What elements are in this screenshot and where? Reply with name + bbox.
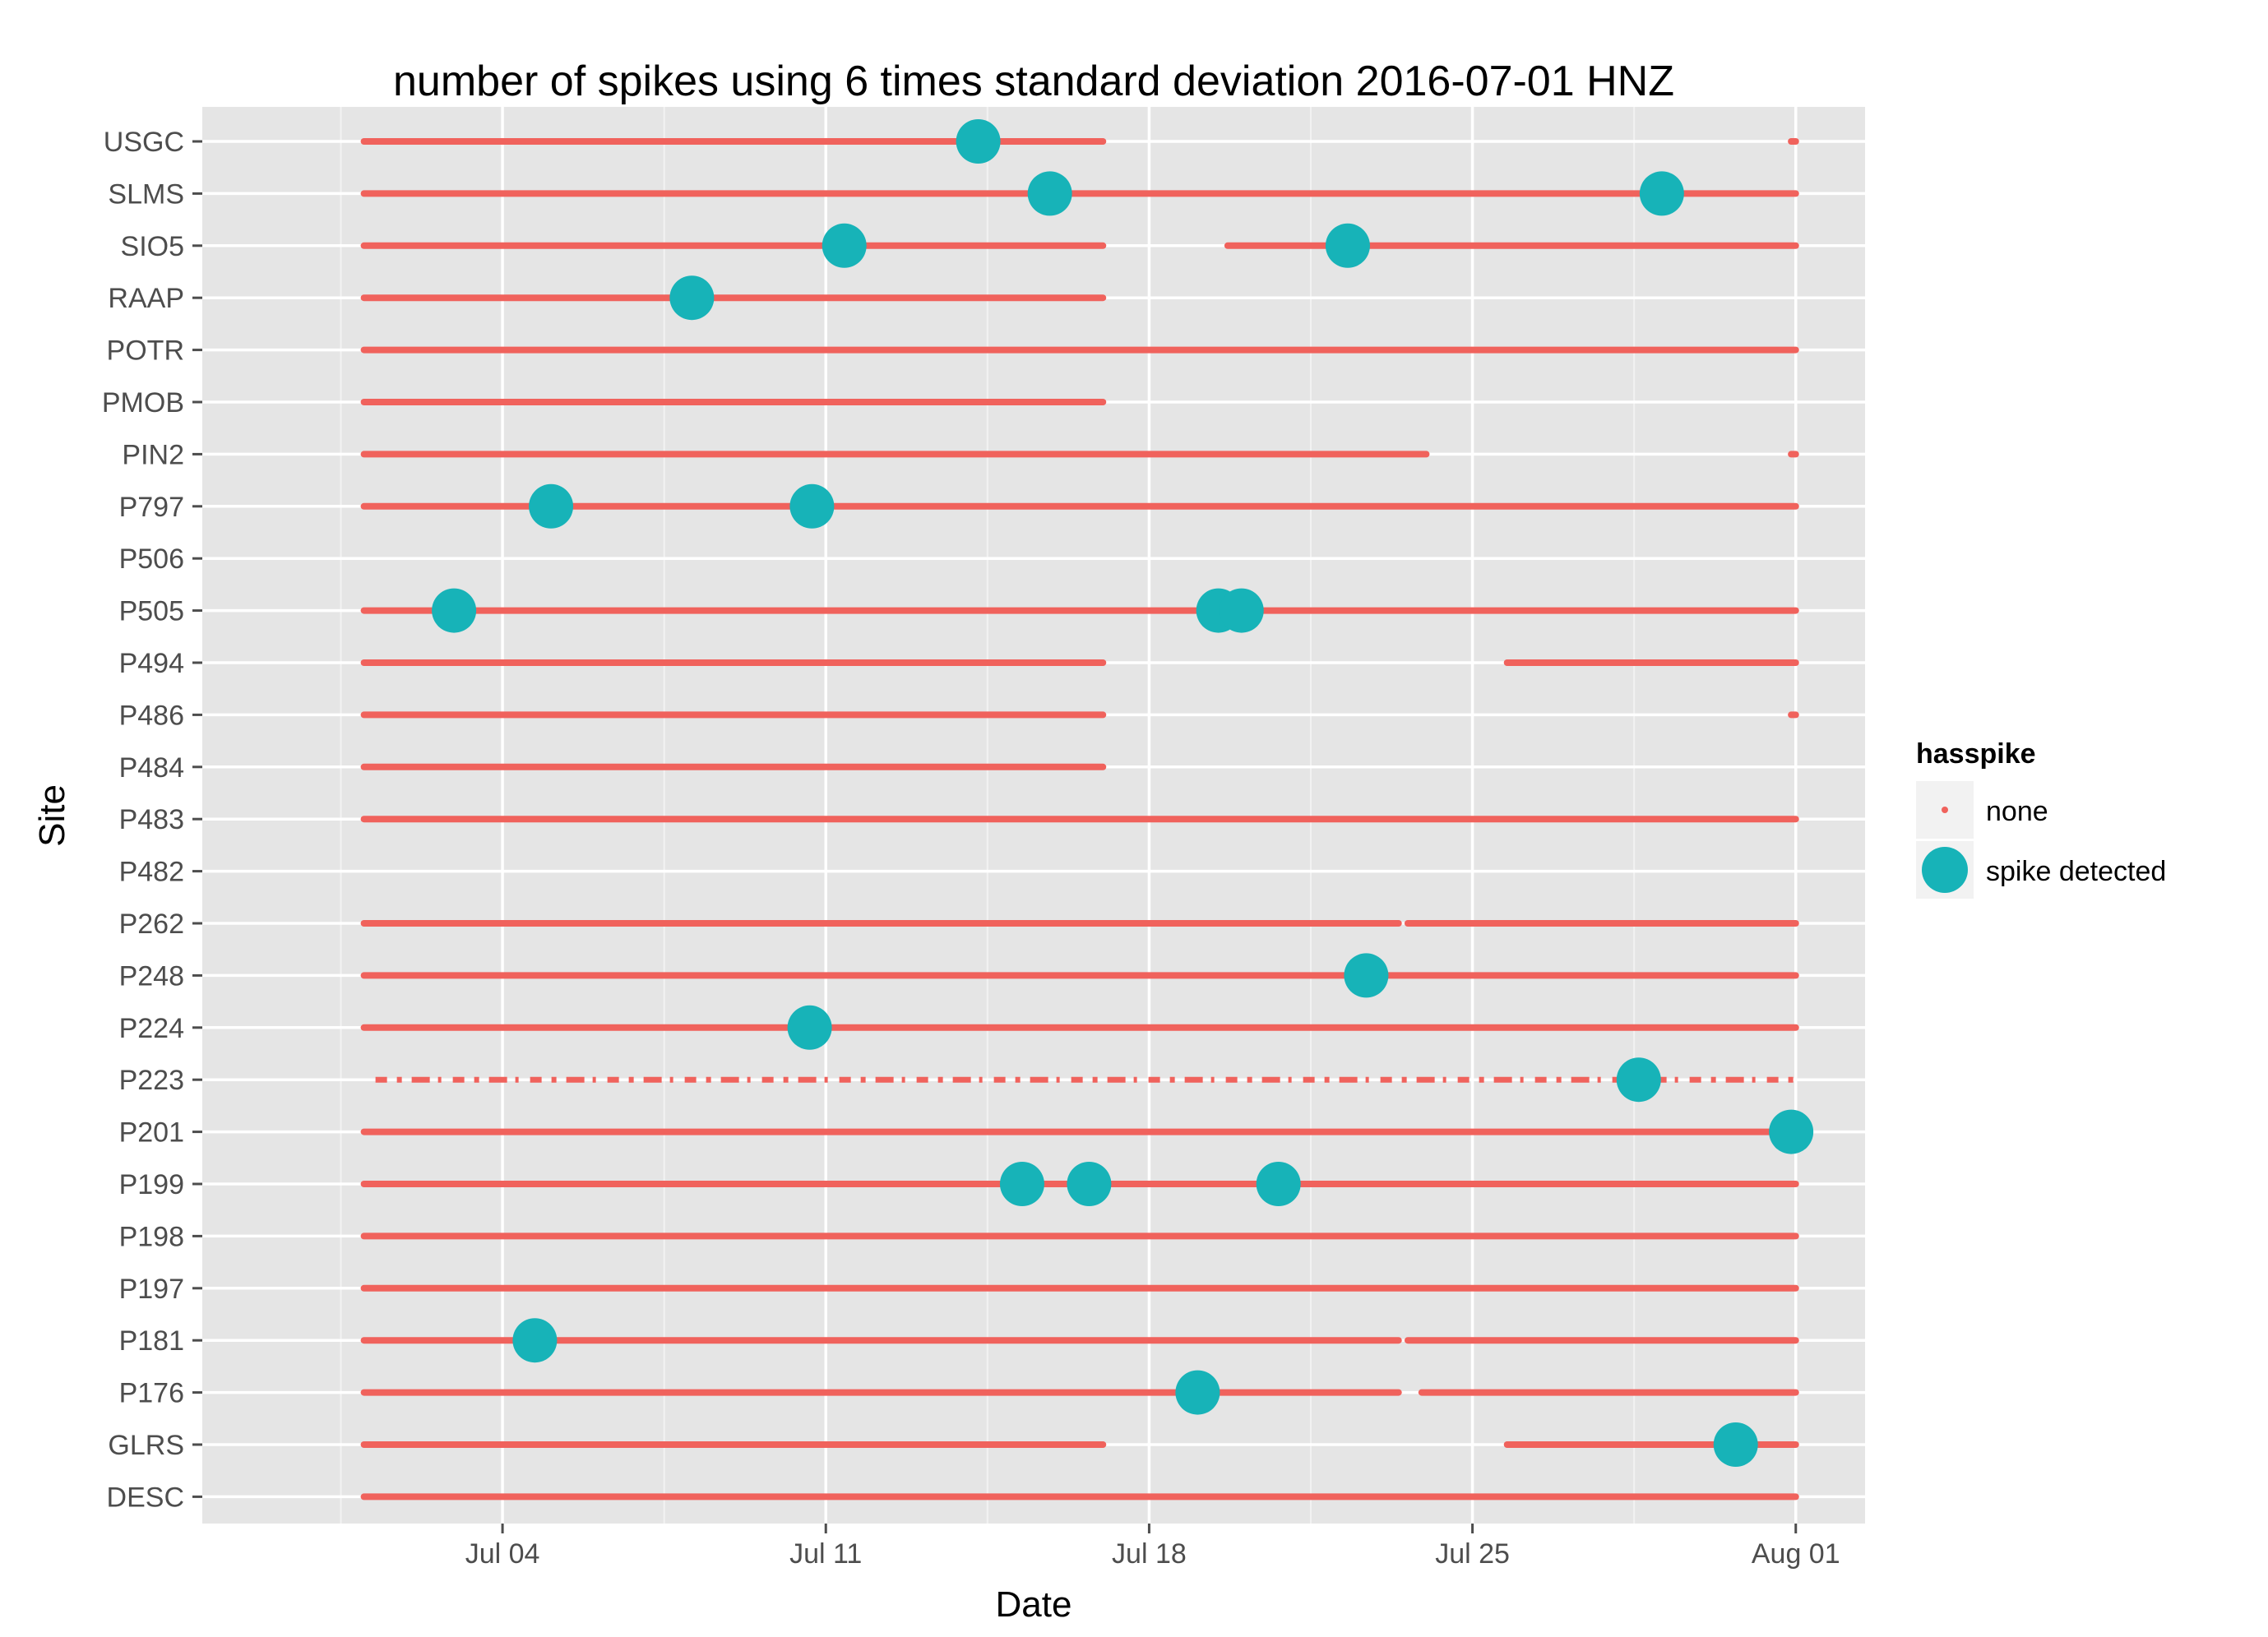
legend: hasspike none spike detected <box>1916 738 2166 899</box>
y-tick-label: P486 <box>119 700 184 731</box>
x-tick-label: Jul 18 <box>1112 1538 1187 1570</box>
y-tick-label: P262 <box>119 909 184 940</box>
x-tick-label: Aug 01 <box>1752 1538 1840 1570</box>
x-tick-label: Jul 11 <box>789 1538 862 1570</box>
y-tick-label: GLRS <box>108 1430 184 1461</box>
legend-title: hasspike <box>1916 738 2036 770</box>
y-tick-label: USGC <box>104 127 184 158</box>
spike-points <box>432 119 1814 1467</box>
spike-point <box>1769 1109 1814 1154</box>
y-tick-label: P176 <box>119 1378 184 1409</box>
plot-panel <box>202 107 1865 1524</box>
spike-point <box>1639 171 1684 216</box>
y-tick-label: P484 <box>119 752 184 784</box>
x-tick-label: Jul 25 <box>1435 1538 1510 1570</box>
spike-point <box>1256 1162 1301 1206</box>
legend-swatch-spike <box>1922 847 1968 893</box>
spike-point <box>789 483 835 529</box>
y-tick-label: DESC <box>107 1482 184 1513</box>
chart-title: number of spikes using 6 times standard … <box>393 58 1674 105</box>
y-tick-label: P198 <box>119 1221 184 1252</box>
y-tick-label: PMOB <box>102 387 184 418</box>
y-tick-label: RAAP <box>108 283 184 314</box>
spike-point <box>999 1162 1044 1206</box>
y-tick-label: P199 <box>119 1169 184 1200</box>
y-axis-title: Site <box>32 784 72 847</box>
y-tick-label: P797 <box>119 492 184 523</box>
spike-point <box>432 588 477 633</box>
y-tick-label: P505 <box>119 596 184 627</box>
y-tick-label: POTR <box>107 335 184 367</box>
spike-point <box>1219 588 1264 633</box>
y-tick-label: P483 <box>119 804 184 835</box>
spike-point <box>529 483 574 529</box>
y-tick-label: P201 <box>119 1117 184 1149</box>
y-axis: USGC SLMS SIO5 RAAP POTR PMOB PIN2 P797 P506 P505… <box>102 127 202 1513</box>
spike-point <box>1027 171 1072 216</box>
x-axis: Jul 04 Jul 11 Jul 18 Jul 25 Aug 01 <box>465 1524 1840 1570</box>
spike-point <box>669 275 715 321</box>
y-tick-label: SLMS <box>108 178 184 210</box>
x-tick-label: Jul 04 <box>465 1538 540 1570</box>
y-tick-label: P248 <box>119 960 184 992</box>
spike-point <box>1067 1162 1112 1206</box>
spike-point <box>1616 1057 1661 1103</box>
legend-label-spike: spike detected <box>1986 856 2166 887</box>
y-tick-label: P482 <box>119 857 184 888</box>
spike-point <box>822 223 867 268</box>
y-tick-label: P223 <box>119 1065 184 1096</box>
legend-swatch-none <box>1942 807 1948 813</box>
y-tick-label: P506 <box>119 543 184 575</box>
y-tick-label: P197 <box>119 1274 184 1305</box>
y-tick-label: SIO5 <box>121 231 184 262</box>
y-tick-label: P181 <box>119 1325 184 1357</box>
y-tick-label: P224 <box>119 1013 184 1044</box>
y-tick-label: P494 <box>119 648 184 679</box>
spike-point <box>956 119 1001 164</box>
spike-point <box>1325 223 1370 268</box>
y-tick-label: PIN2 <box>122 439 184 470</box>
spike-point <box>1344 953 1389 998</box>
spike-point <box>1713 1422 1758 1467</box>
spike-point <box>1175 1370 1220 1415</box>
x-axis-title: Date <box>996 1584 1072 1625</box>
spike-point <box>512 1318 558 1363</box>
legend-label-none: none <box>1986 796 2048 827</box>
spike-point <box>787 1005 832 1050</box>
